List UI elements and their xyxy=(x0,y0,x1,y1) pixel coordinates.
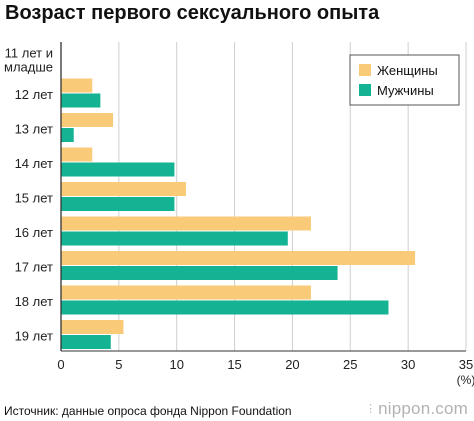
y-tick-label: младше xyxy=(4,59,53,74)
bars xyxy=(61,78,416,349)
brand-logo: ⋮ nippon.com xyxy=(365,399,468,419)
bar-women xyxy=(61,320,124,334)
logo-dots-icon: ⋮ xyxy=(365,403,377,415)
bar-men xyxy=(61,93,101,108)
bar-men xyxy=(61,128,74,142)
brand-text: nippon.com xyxy=(378,399,468,418)
bar-women xyxy=(61,147,93,162)
bar-women xyxy=(61,285,311,300)
x-tick-label: 0 xyxy=(57,357,64,372)
x-tick-label: 25 xyxy=(343,357,357,372)
x-tick-label: 20 xyxy=(285,357,299,372)
y-tick-label: 15 лет xyxy=(15,190,53,205)
y-tick-label: 18 лет xyxy=(15,294,53,309)
source-note: Источник: данные опроса фонда Nippon Fou… xyxy=(4,404,292,418)
bar-men xyxy=(61,266,338,280)
x-tick-label: 15 xyxy=(227,357,241,372)
bar-women xyxy=(61,182,186,196)
y-tick-label: 11 лет и xyxy=(5,45,53,60)
bar-men xyxy=(61,162,175,177)
legend-box xyxy=(349,54,460,106)
legend-label: Женщины xyxy=(377,63,438,78)
axes xyxy=(60,42,466,352)
bar-men xyxy=(61,231,288,246)
y-tick-label: 17 лет xyxy=(15,259,53,274)
chart-title: Возраст первого сексуального опыта xyxy=(5,2,380,24)
legend: Женщины Мужчины xyxy=(349,54,460,106)
bar-women xyxy=(61,113,114,127)
bar-men xyxy=(61,335,111,349)
bar-women xyxy=(61,78,93,93)
bar-men xyxy=(61,197,175,211)
x-unit-label: (%) xyxy=(457,373,474,387)
legend-label: Мужчины xyxy=(377,83,434,98)
bar-women xyxy=(61,216,311,231)
legend-swatch xyxy=(359,64,371,76)
x-tick-label: 30 xyxy=(401,357,415,372)
y-tick-label: 19 лет xyxy=(15,328,53,343)
bar-men xyxy=(61,300,389,315)
y-tick-label: 14 лет xyxy=(15,156,53,171)
x-tick-label: 35 xyxy=(459,357,473,372)
y-tick-label: 16 лет xyxy=(15,225,53,240)
y-tick-label: 13 лет xyxy=(15,121,53,136)
bar-women xyxy=(61,251,416,265)
y-tick-label: 12 лет xyxy=(15,87,53,102)
x-tick-label: 5 xyxy=(115,357,122,372)
legend-swatch xyxy=(359,84,371,96)
x-tick-label: 10 xyxy=(169,357,183,372)
